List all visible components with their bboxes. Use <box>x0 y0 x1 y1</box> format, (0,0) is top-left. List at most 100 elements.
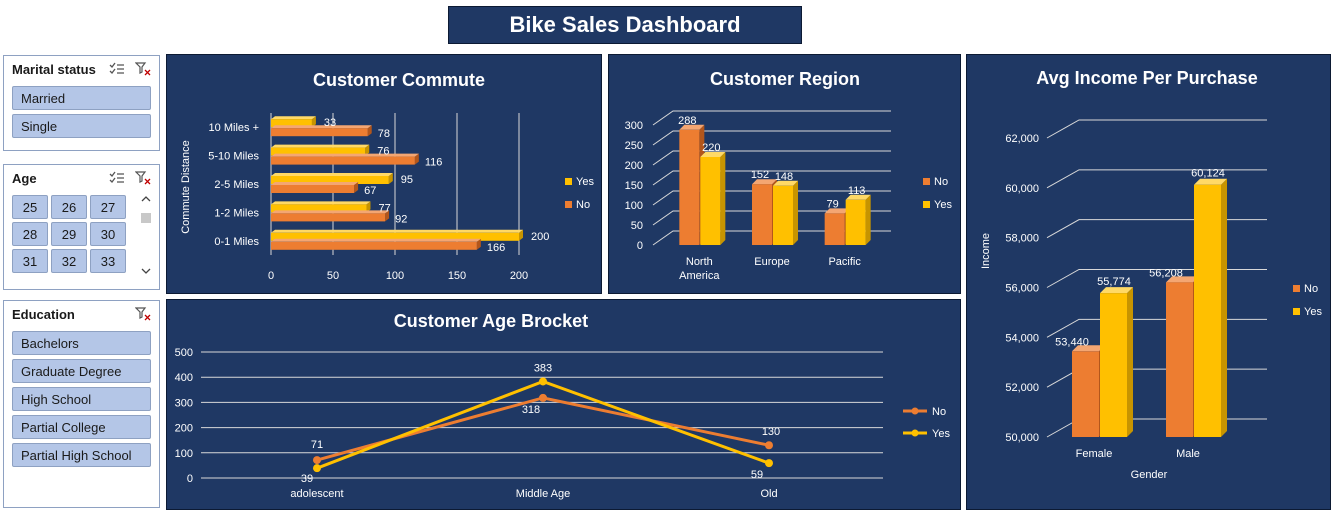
data-label: 79 <box>827 198 839 210</box>
data-label: 78 <box>378 128 390 140</box>
y-tick-label: 0-1 Miles <box>214 236 259 248</box>
bar-no-top <box>271 210 390 214</box>
gridline <box>1046 219 1267 239</box>
data-label: 113 <box>848 185 866 197</box>
y-tick-label: 2-5 Miles <box>214 179 259 191</box>
bar-yes <box>1194 184 1221 437</box>
legend-label: No <box>1304 283 1318 295</box>
slicer-item-age[interactable]: 30 <box>90 222 126 246</box>
x-tick-label: adolescent <box>290 488 343 500</box>
multi-select-icon[interactable] <box>109 62 125 76</box>
y-tick-label: 50 <box>631 220 643 232</box>
slicer-header: Marital status <box>4 56 159 82</box>
bar-yes <box>773 185 793 245</box>
series-line-no <box>316 396 770 462</box>
bar-yes <box>271 204 367 213</box>
bar-no-top <box>752 179 777 185</box>
age-scrollbar[interactable] <box>139 195 153 275</box>
x-tick-label: Female <box>1076 448 1113 460</box>
income-chart: Avg Income Per Purchase 50,000 52,000 54,00… <box>980 68 1322 481</box>
x-axis-label: Gender <box>1131 469 1168 481</box>
y-tick-label: 60,000 <box>1005 183 1039 195</box>
data-point <box>313 464 321 473</box>
bar-no <box>271 185 355 193</box>
bar-yes-top <box>271 144 370 148</box>
age-bracket-chart: Customer Age Brocket 0 100 200 300 400 500 adol… <box>175 311 951 500</box>
clear-filter-icon[interactable] <box>135 171 151 185</box>
slicer-item-age[interactable]: 26 <box>51 195 87 219</box>
y-tick-label: 200 <box>175 423 193 435</box>
bar-no-side <box>367 125 372 137</box>
bar-no-top <box>271 182 359 185</box>
data-label: 130 <box>762 426 780 438</box>
bar-yes <box>271 147 366 156</box>
slicer-item-graduate-degree[interactable]: Graduate Degree <box>12 359 151 383</box>
bar-yes-top <box>773 180 798 186</box>
commute-chart-panel: Customer Commute 0 50 100 150 200 0-1 Miles 200… <box>166 54 602 294</box>
gridline <box>652 130 891 146</box>
data-label: 55,774 <box>1097 276 1131 288</box>
age-grid: 25 26 27 28 29 30 31 32 33 <box>12 195 159 273</box>
y-tick-label: 56,000 <box>1005 283 1039 295</box>
x-tick-label: 200 <box>510 270 528 282</box>
slicer-item-age[interactable]: 32 <box>51 249 87 273</box>
chart-title: Customer Commute <box>313 70 485 90</box>
x-tick-label: Pacific <box>828 256 861 268</box>
slicer-title: Education <box>12 306 75 322</box>
data-point <box>313 456 321 465</box>
y-tick-label: 500 <box>175 347 193 359</box>
slicer-item-high-school[interactable]: High School <box>12 387 151 411</box>
data-label: 33 <box>324 117 336 129</box>
slicer-item-age[interactable]: 33 <box>90 249 126 273</box>
slicer-header: Education <box>4 301 159 327</box>
data-point <box>539 377 547 386</box>
gridline <box>652 170 891 186</box>
x-tick-label: Male <box>1176 448 1200 460</box>
y-tick-label: 300 <box>625 120 643 132</box>
legend-label: Yes <box>576 176 594 188</box>
legend-label: Yes <box>932 428 950 440</box>
bar-yes-side <box>366 201 371 213</box>
data-label: 166 <box>487 242 505 254</box>
slicer-item-age[interactable]: 25 <box>12 195 48 219</box>
data-label: 77 <box>378 202 390 214</box>
multi-select-icon[interactable] <box>109 171 125 185</box>
y-tick-label: 1-2 Miles <box>214 207 259 219</box>
y-tick-label: 50,000 <box>1005 432 1039 444</box>
slicer-item-age[interactable]: 27 <box>90 195 126 219</box>
slicer-item-age[interactable]: 31 <box>12 249 48 273</box>
data-label: 318 <box>522 404 540 416</box>
data-label: 56,208 <box>1149 267 1183 279</box>
legend-swatch <box>1293 308 1300 315</box>
gridline <box>652 230 891 246</box>
bar-no <box>271 213 386 222</box>
slicer-item-partial-college[interactable]: Partial College <box>12 415 151 439</box>
slicer-item-age[interactable]: 29 <box>51 222 87 246</box>
data-label: 116 <box>425 157 443 169</box>
slicer-item-bachelors[interactable]: Bachelors <box>12 331 151 355</box>
bar-no-side <box>476 238 481 250</box>
data-label: 148 <box>775 171 793 183</box>
clear-filter-icon[interactable] <box>135 307 151 321</box>
slicer-item-age[interactable]: 28 <box>12 222 48 246</box>
gridline <box>652 190 891 206</box>
data-label: 71 <box>311 439 323 451</box>
slicer-item-single[interactable]: Single <box>12 114 151 138</box>
clear-filter-icon[interactable] <box>135 62 151 76</box>
x-tick-label: 50 <box>327 270 339 282</box>
slicer-item-married[interactable]: Married <box>12 86 151 110</box>
bar-no-top <box>271 125 372 129</box>
bar-yes-side <box>1221 178 1227 438</box>
education-slicer: Education Bachelors Graduate Degree High… <box>3 300 160 508</box>
gridline <box>1046 169 1267 189</box>
dashboard-title: Bike Sales Dashboard <box>448 6 802 44</box>
bar-yes-side <box>519 229 523 241</box>
gridline <box>1046 318 1267 338</box>
bar-no-top <box>271 238 481 242</box>
gridline <box>1046 119 1267 139</box>
slicer-item-partial-high-school[interactable]: Partial High School <box>12 443 151 467</box>
data-label: 67 <box>364 185 376 197</box>
bar-no <box>679 129 700 245</box>
x-tick-label: Middle Age <box>516 488 570 500</box>
data-label: 220 <box>702 142 720 154</box>
